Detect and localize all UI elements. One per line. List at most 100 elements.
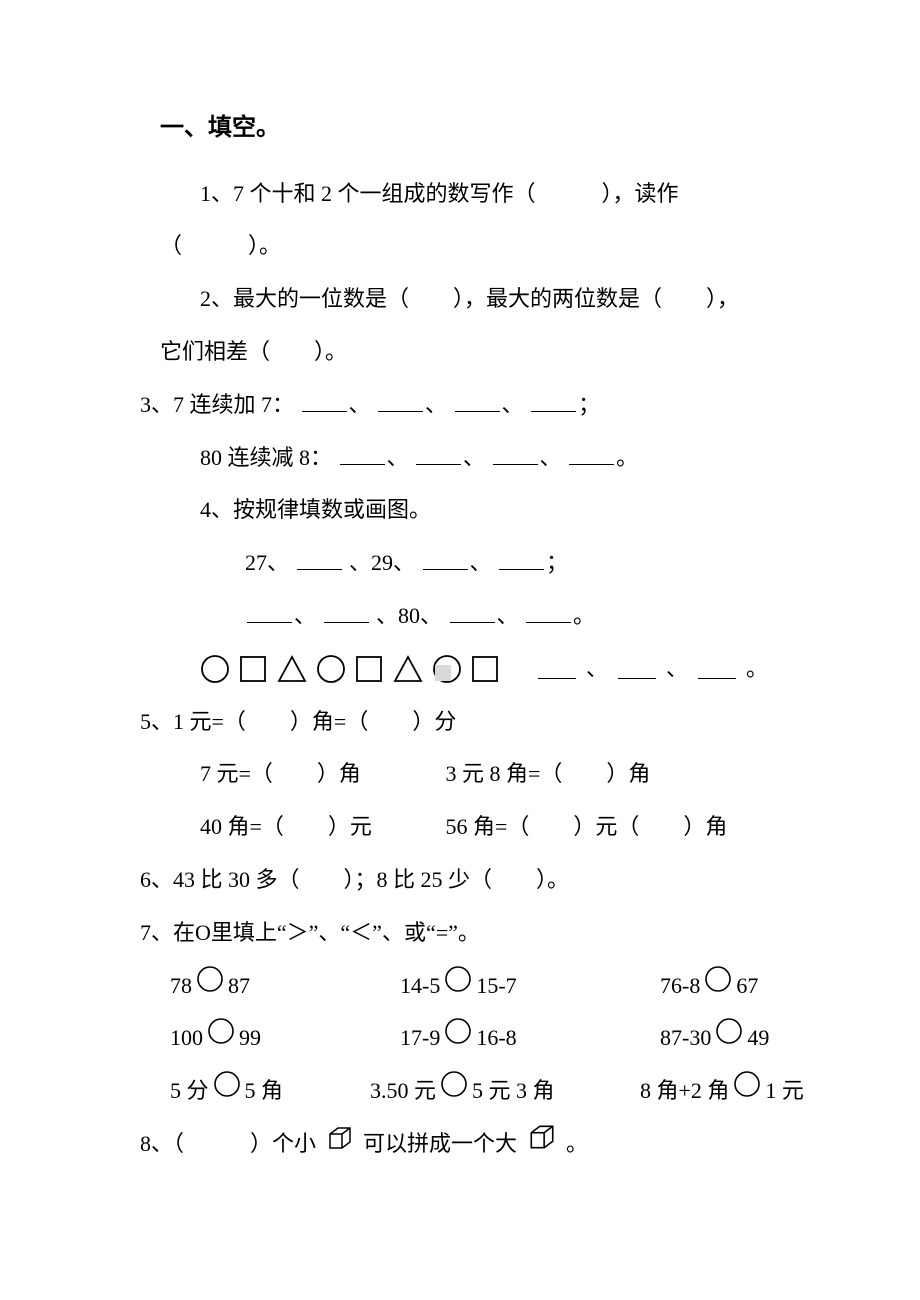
- blank[interactable]: [531, 393, 576, 412]
- text: 17-9: [400, 1012, 440, 1065]
- text: 87-30: [660, 1012, 711, 1065]
- text: 78: [170, 960, 192, 1013]
- square-icon: [470, 654, 500, 684]
- circle-icon: [200, 654, 230, 684]
- q4-shape-seq: 、 、 。: [200, 643, 850, 696]
- blank[interactable]: [526, 604, 571, 623]
- blank[interactable]: [247, 604, 292, 623]
- sep: 。: [616, 445, 638, 470]
- sep: 、: [540, 445, 562, 470]
- compare-circle-icon[interactable]: [213, 1065, 241, 1118]
- blank[interactable]: [416, 446, 461, 465]
- text: 27、: [245, 550, 289, 575]
- sep: 、: [349, 392, 371, 417]
- q1-line-b: （ ）。: [160, 220, 850, 273]
- text: 、80、: [376, 603, 442, 628]
- text: 40 角=（ ）元: [200, 801, 440, 854]
- blank[interactable]: [423, 551, 468, 570]
- sep: 。: [573, 603, 595, 628]
- blank[interactable]: [499, 551, 544, 570]
- text: 16-8: [476, 1012, 516, 1065]
- square-icon: [354, 654, 384, 684]
- triangle-icon: [276, 654, 308, 684]
- compare-circle-icon[interactable]: [733, 1065, 761, 1118]
- q5-line-c: 40 角=（ ）元 56 角=（ ）元（ ）角: [200, 801, 850, 854]
- q3-line-a: 3、7 连续加 7： 、 、 、 ；: [140, 379, 850, 432]
- blank[interactable]: [324, 604, 369, 623]
- blank[interactable]: [698, 660, 736, 679]
- sep: 、: [497, 603, 519, 628]
- blank[interactable]: [618, 660, 656, 679]
- section-title: 一、填空。: [160, 100, 850, 158]
- text: 5 元 3 角: [472, 1065, 555, 1118]
- q5-line-b: 7 元=（ ）角 3 元 8 角=（ ）角: [200, 748, 850, 801]
- blank[interactable]: [302, 393, 347, 412]
- compare-circle-icon[interactable]: [440, 1065, 468, 1118]
- blank[interactable]: [455, 393, 500, 412]
- text: 1 元: [765, 1065, 804, 1118]
- q4-seq-a: 27、 、29、 、 ；: [245, 537, 850, 590]
- text: 、29、: [349, 550, 415, 575]
- q3a-prefix: 3、7 连续加 7：: [140, 392, 294, 417]
- text: 76-8: [660, 960, 700, 1013]
- q2-line-b: 它们相差（ ）。: [160, 326, 850, 379]
- q2-line-a: 2、最大的一位数是（ ），最大的两位数是（ ），: [200, 273, 850, 326]
- cube-small-icon: [326, 1119, 354, 1172]
- blank[interactable]: [378, 393, 423, 412]
- text: 5 分: [170, 1065, 209, 1118]
- sep: 、: [463, 445, 485, 470]
- q4-title: 4、按规律填数或画图。: [200, 484, 850, 537]
- text: 。: [566, 1131, 588, 1156]
- sep: ；: [578, 392, 600, 417]
- text: 5 角: [245, 1065, 284, 1118]
- sep: 、: [586, 643, 608, 696]
- text: 49: [747, 1012, 769, 1065]
- text: 56 角=（ ）元（ ）角: [446, 814, 728, 839]
- sep: 、: [470, 550, 492, 575]
- compare-circle-icon[interactable]: [196, 960, 224, 1013]
- q6-line: 6、43 比 30 多（ ）；8 比 25 少（ ）。: [140, 854, 850, 907]
- text: 3.50 元: [370, 1065, 436, 1118]
- compare-circle-icon[interactable]: [207, 1012, 235, 1065]
- blank[interactable]: [493, 446, 538, 465]
- sep: 、: [294, 603, 316, 628]
- blank[interactable]: [569, 446, 614, 465]
- q7-title: 7、在О里填上“＞”、“＜”、或“=”。: [140, 907, 850, 960]
- cube-large-icon: [527, 1119, 557, 1172]
- sep: ；: [546, 550, 568, 575]
- text: 14-5: [400, 960, 440, 1013]
- blank[interactable]: [297, 551, 342, 570]
- compare-circle-icon[interactable]: [444, 960, 472, 1013]
- text: 67: [736, 960, 758, 1013]
- text: 8、（ ）个小: [140, 1131, 316, 1156]
- text: 可以拼成一个大: [363, 1131, 517, 1156]
- sep: 、: [387, 445, 409, 470]
- q7-row-3: 5 分 5 角 3.50 元 5 元 3 角 8 角+2 角 1 元: [170, 1065, 850, 1118]
- q1-line-a: 1、7 个十和 2 个一组成的数写作（ ），读作: [200, 168, 850, 221]
- text: 7 元=（ ）角: [200, 748, 440, 801]
- q8-line: 8、（ ）个小 可以拼成一个大 。: [140, 1118, 850, 1172]
- q7-row-2: 100 99 17-9 16-8 87-30 49: [170, 1012, 850, 1065]
- text: 99: [239, 1012, 261, 1065]
- blank[interactable]: [340, 446, 385, 465]
- sep: 、: [666, 643, 688, 696]
- compare-circle-icon[interactable]: [704, 960, 732, 1013]
- watermark-icon: [435, 665, 451, 681]
- compare-circle-icon[interactable]: [715, 1012, 743, 1065]
- square-icon: [238, 654, 268, 684]
- sep: 、: [425, 392, 447, 417]
- compare-circle-icon[interactable]: [444, 1012, 472, 1065]
- circle-icon: [316, 654, 346, 684]
- q3-line-b: 80 连续减 8： 、 、 、 。: [200, 432, 850, 485]
- q4-seq-b: 、 、80、 、 。: [245, 590, 850, 643]
- q7-row-1: 78 87 14-5 15-7 76-8 67: [170, 960, 850, 1013]
- blank[interactable]: [450, 604, 495, 623]
- text: 87: [228, 960, 250, 1013]
- q3b-prefix: 80 连续减 8：: [200, 445, 332, 470]
- sep: 、: [502, 392, 524, 417]
- q5-line-a: 5、1 元=（ ）角=（ ）分: [140, 696, 850, 749]
- text: 100: [170, 1012, 203, 1065]
- text: 8 角+2 角: [640, 1065, 729, 1118]
- sep: 。: [746, 643, 768, 696]
- blank[interactable]: [538, 660, 576, 679]
